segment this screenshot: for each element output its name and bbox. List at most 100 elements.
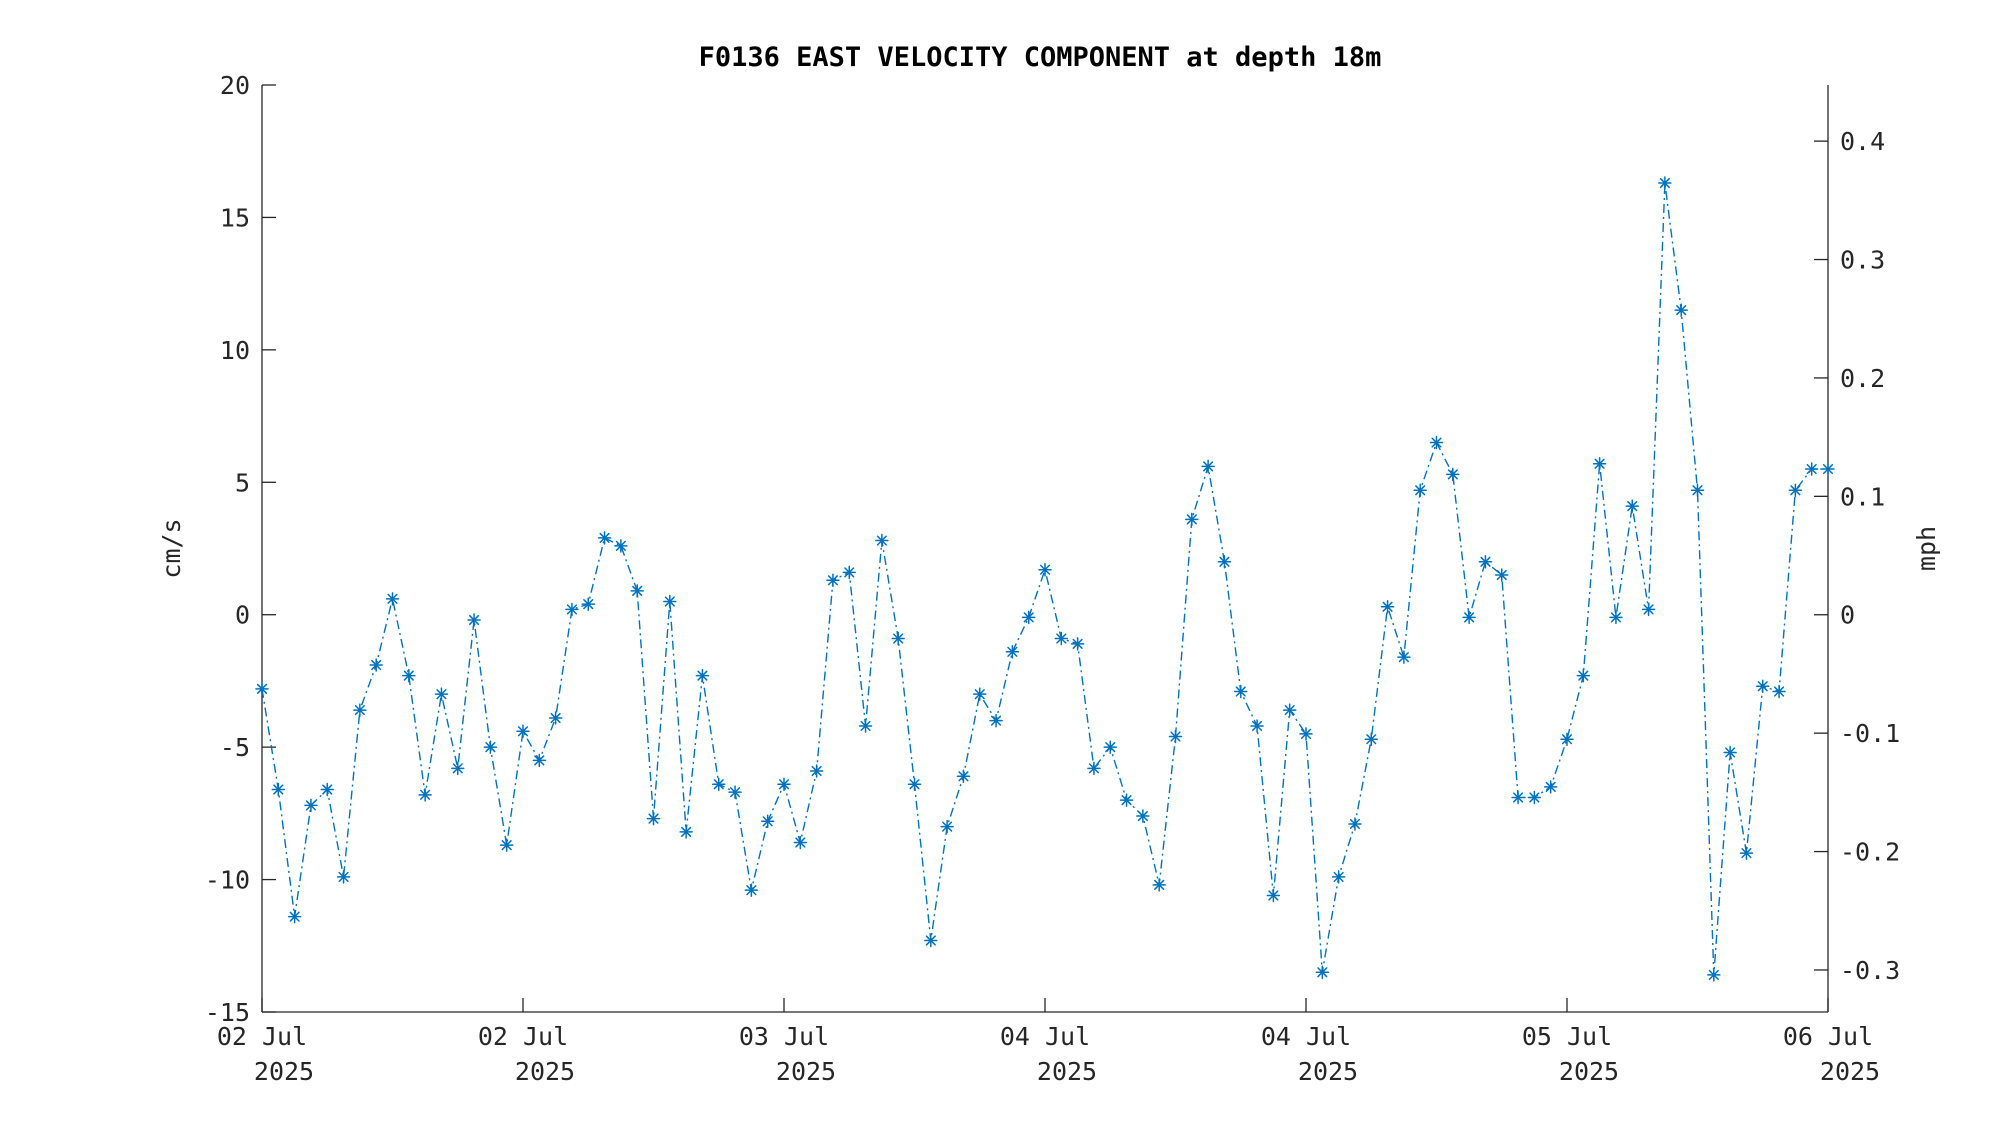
x-tick-label-date: 02 Jul bbox=[217, 1022, 307, 1051]
data-point bbox=[1674, 303, 1688, 317]
data-point bbox=[1152, 878, 1166, 892]
data-point bbox=[875, 533, 889, 548]
data-point bbox=[353, 703, 367, 717]
left-y-tick-label: 5 bbox=[235, 468, 250, 497]
data-point bbox=[385, 592, 400, 606]
left-y-tick-label: 0 bbox=[235, 601, 250, 630]
data-point bbox=[679, 825, 693, 839]
data-point bbox=[1234, 684, 1248, 699]
data-point bbox=[744, 883, 759, 897]
x-tick-label-year: 2025 bbox=[1820, 1057, 1880, 1086]
data-point bbox=[695, 668, 710, 683]
data-point bbox=[973, 687, 987, 701]
series-velocity bbox=[255, 176, 1835, 982]
data-point bbox=[1658, 176, 1672, 190]
data-point bbox=[320, 782, 334, 797]
data-point bbox=[255, 682, 269, 696]
x-tick-label-date: 06 Jul bbox=[1783, 1022, 1873, 1051]
x-tick-label-date: 02 Jul bbox=[478, 1022, 568, 1051]
right-y-tick-label: 0.4 bbox=[1840, 127, 1885, 156]
left-y-axis: -15 -10 -5 0 5 10 15 20 bbox=[205, 71, 276, 1027]
data-point bbox=[1021, 610, 1036, 625]
x-tick-label-date: 04 Jul bbox=[1000, 1022, 1090, 1051]
data-point bbox=[1723, 745, 1737, 760]
data-point bbox=[989, 713, 1003, 728]
data-point bbox=[1592, 456, 1607, 471]
x-tick-label-year: 2025 bbox=[776, 1057, 836, 1086]
data-point bbox=[1299, 727, 1313, 741]
data-point bbox=[1217, 554, 1232, 569]
data-point bbox=[597, 531, 612, 545]
x-tick-label-date: 04 Jul bbox=[1261, 1022, 1351, 1051]
data-point bbox=[1446, 467, 1460, 482]
data-point bbox=[842, 565, 856, 580]
right-y-tick-label: 0.3 bbox=[1840, 246, 1885, 275]
right-y-tick-label: 0 bbox=[1840, 601, 1855, 630]
data-point bbox=[924, 933, 938, 948]
left-y-tick-label: 15 bbox=[220, 203, 250, 232]
data-point bbox=[402, 668, 416, 683]
right-y-tick-label: 0.1 bbox=[1840, 482, 1885, 511]
data-point bbox=[1054, 631, 1069, 646]
left-y-tick-label: -15 bbox=[205, 998, 250, 1027]
data-point bbox=[1576, 668, 1591, 683]
y-axis-label-left: cm/s bbox=[157, 518, 186, 578]
data-point bbox=[1527, 790, 1542, 805]
data-point bbox=[1543, 780, 1558, 794]
data-point bbox=[1560, 732, 1574, 746]
right-y-axis: -0.3 -0.2 -0.1 0 0.1 0.2 0.3 0.4 bbox=[1814, 127, 1900, 985]
data-point bbox=[826, 573, 840, 588]
right-y-tick-label: -0.3 bbox=[1840, 956, 1900, 985]
x-tick-label-year: 2025 bbox=[515, 1057, 575, 1086]
x-axis: 02 Jul 2025 02 Jul 2025 03 Jul 2025 04 Jul 2025… bbox=[217, 998, 1880, 1086]
data-point bbox=[646, 811, 661, 826]
data-point bbox=[663, 594, 677, 609]
data-point bbox=[630, 584, 644, 598]
data-point bbox=[1462, 610, 1476, 625]
data-point bbox=[467, 613, 481, 627]
data-point bbox=[956, 769, 971, 784]
data-point bbox=[499, 838, 514, 852]
x-tick-label-year: 2025 bbox=[254, 1057, 314, 1086]
right-y-tick-label: -0.1 bbox=[1840, 719, 1900, 748]
data-point bbox=[516, 724, 530, 739]
data-point bbox=[1478, 554, 1493, 569]
data-point bbox=[777, 777, 791, 791]
data-point bbox=[1625, 499, 1639, 513]
data-point bbox=[1119, 793, 1134, 807]
x-tick-label-date: 03 Jul bbox=[739, 1022, 829, 1051]
left-y-tick-label: 20 bbox=[220, 71, 250, 100]
data-point bbox=[1315, 965, 1330, 980]
data-point bbox=[1168, 729, 1183, 744]
data-point bbox=[728, 785, 742, 799]
data-point bbox=[1201, 459, 1215, 474]
data-point bbox=[1266, 888, 1281, 903]
data-point bbox=[532, 753, 547, 768]
data-point bbox=[1804, 462, 1819, 476]
right-y-tick-label: 0.2 bbox=[1840, 364, 1885, 393]
data-point bbox=[1250, 719, 1264, 733]
data-point bbox=[1364, 732, 1378, 746]
data-point bbox=[1070, 637, 1085, 651]
data-point bbox=[1609, 610, 1623, 625]
data-point bbox=[1641, 602, 1656, 617]
x-tick-label-year: 2025 bbox=[1559, 1057, 1619, 1086]
data-point bbox=[1380, 600, 1395, 614]
data-point bbox=[1772, 684, 1786, 699]
data-point bbox=[793, 835, 808, 850]
data-point bbox=[1788, 483, 1803, 497]
data-point bbox=[1087, 761, 1101, 776]
data-point bbox=[940, 819, 954, 834]
left-y-tick-label: -10 bbox=[205, 866, 250, 895]
data-point bbox=[271, 782, 286, 797]
left-y-tick-label: 10 bbox=[220, 336, 250, 365]
data-point bbox=[451, 761, 465, 776]
data-point bbox=[1282, 703, 1297, 717]
data-point bbox=[434, 687, 449, 701]
data-point bbox=[1429, 435, 1444, 450]
x-tick-label-year: 2025 bbox=[1037, 1057, 1097, 1086]
data-point bbox=[1495, 568, 1509, 582]
series-line bbox=[261, 182, 1828, 975]
data-point bbox=[418, 788, 432, 802]
